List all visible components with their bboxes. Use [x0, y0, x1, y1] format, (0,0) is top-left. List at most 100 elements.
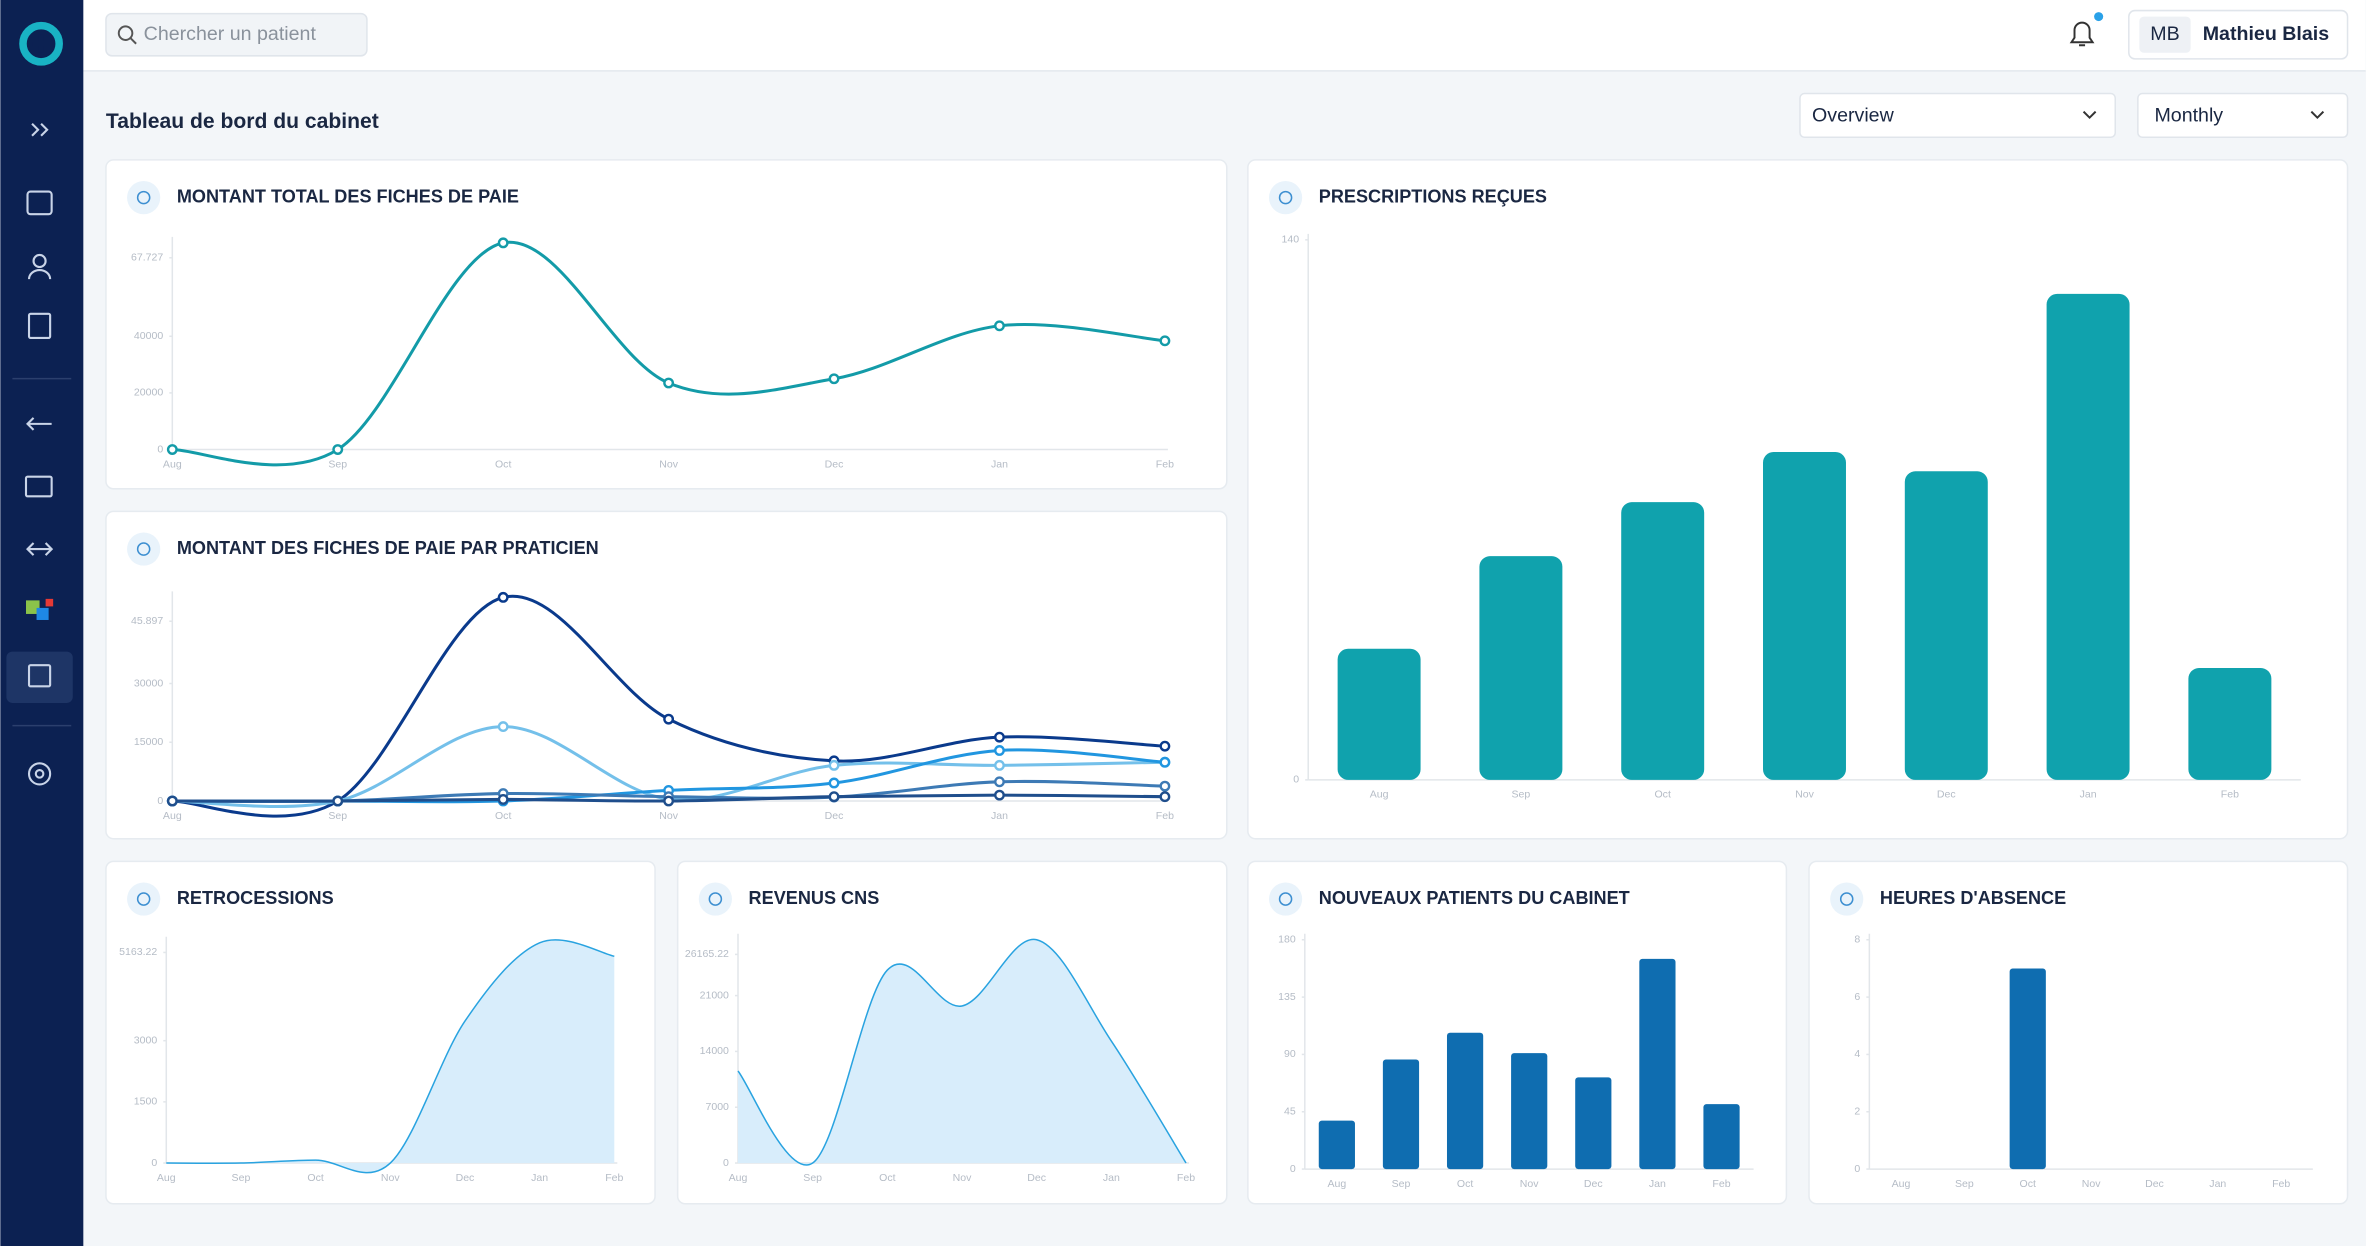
point: [497, 721, 509, 733]
y-tick-label: 30000: [134, 677, 163, 689]
x-tick-label: Aug: [1327, 1178, 1346, 1190]
x-tick-label: Sep: [232, 1172, 251, 1184]
calendar-icon[interactable]: [26, 190, 53, 216]
x-tick-label: Dec: [456, 1172, 475, 1184]
patient-icon: [27, 269, 52, 280]
card-icon: [1830, 882, 1864, 916]
bar: [2188, 668, 2272, 780]
y-tick-label: 67.727: [131, 252, 163, 264]
active-nav[interactable]: [6, 651, 73, 703]
x-tick-label: Aug: [1892, 1178, 1911, 1190]
y-tick-label: 26165.22: [685, 948, 729, 960]
bar: [1904, 471, 1988, 780]
x-tick-label: Oct: [2020, 1178, 2036, 1190]
area-line: [737, 939, 1187, 1166]
x-tick-label: Oct: [495, 458, 511, 470]
search-box[interactable]: [105, 12, 368, 57]
sidebar: [0, 0, 84, 1246]
y-tick-label: 2: [1854, 1106, 1860, 1118]
app-icon: [45, 598, 54, 607]
bar: [1639, 958, 1676, 1170]
card-icon: [136, 542, 151, 556]
page-title: Tableau de bord du cabinet: [106, 110, 379, 133]
point: [166, 795, 178, 807]
x-tick-label: Jan: [2209, 1178, 2226, 1190]
y-tick-label: 90: [1284, 1048, 1296, 1060]
y-tick-label: 0: [157, 443, 163, 455]
point: [1159, 335, 1171, 347]
expand-icon[interactable]: [31, 122, 49, 137]
bar: [1575, 1077, 1612, 1170]
x-tick-label: Jan: [1649, 1178, 1666, 1190]
card: [105, 159, 1228, 490]
point: [994, 759, 1005, 771]
x-tick-label: Nov: [1520, 1178, 1539, 1190]
notification-bell[interactable]: [2069, 21, 2095, 47]
logo: [32, 34, 51, 53]
x-tick-label: Feb: [2272, 1178, 2290, 1190]
transfer-icon[interactable]: [26, 542, 54, 556]
y-tick-label: 14000: [700, 1045, 729, 1057]
area-fill: [738, 939, 1187, 1166]
x-tick-label: Oct: [307, 1172, 323, 1184]
y-tick-label: 8: [1854, 934, 1860, 946]
patient-icon[interactable]: [32, 253, 47, 269]
y-tick-label: 140: [1282, 234, 1300, 246]
point: [1159, 756, 1171, 768]
point: [1159, 780, 1171, 792]
point: [166, 444, 178, 455]
x-tick-label: Jan: [991, 810, 1008, 822]
card-icon: [136, 892, 151, 906]
bar: [1621, 502, 1705, 780]
point: [994, 320, 1005, 332]
card-icon: [127, 532, 161, 566]
point: [497, 237, 509, 249]
x-tick-label: Feb: [1156, 458, 1174, 470]
mail-icon[interactable]: [24, 475, 53, 498]
bar: [1446, 1032, 1484, 1170]
x-tick-label: Feb: [2221, 789, 2239, 801]
y-tick-label: 20000: [134, 387, 163, 399]
x-tick-label: Sep: [328, 458, 347, 470]
bar: [1382, 1059, 1420, 1170]
card-icon: [1839, 892, 1854, 906]
card-title: MONTANT DES FICHES DE PAIE PAR PRATICIEN: [177, 538, 599, 558]
point: [994, 745, 1005, 756]
point: [828, 759, 840, 771]
bar: [2009, 968, 2046, 1170]
period-select-value: Monthly: [2154, 104, 2223, 126]
x-tick-label: Oct: [1457, 1178, 1473, 1190]
y-tick-label: 135: [1278, 991, 1296, 1003]
x-tick-label: Feb: [605, 1172, 623, 1184]
app-icon[interactable]: [26, 600, 40, 614]
chevron: [2082, 110, 2097, 120]
bar: [1511, 1053, 1548, 1170]
settings-icon: [34, 769, 45, 779]
y-tick-label: 0: [723, 1157, 729, 1169]
point: [332, 444, 344, 455]
period-select[interactable]: [2137, 92, 2349, 139]
settings-icon[interactable]: [27, 762, 52, 786]
x-tick-label: Dec: [2145, 1178, 2164, 1190]
point: [828, 791, 840, 803]
y-tick-label: 0: [1854, 1163, 1860, 1175]
y-tick-label: 1500: [134, 1096, 158, 1108]
point: [828, 777, 840, 789]
search-icon: [117, 25, 134, 41]
bar: [1703, 1104, 1740, 1170]
search-placeholder: Chercher un patient: [144, 23, 317, 45]
x-tick-label: Nov: [381, 1172, 400, 1184]
x-tick-label: Dec: [1584, 1178, 1603, 1190]
x-tick-label: Feb: [1712, 1178, 1730, 1190]
card-icon: [1268, 882, 1303, 916]
payments-icon[interactable]: [26, 417, 52, 431]
x-tick-label: Feb: [1156, 810, 1174, 822]
card-title: NOUVEAUX PATIENTS DU CABINET: [1319, 888, 1630, 908]
x-tick-label: Aug: [157, 1172, 176, 1184]
view-select[interactable]: [1799, 92, 2116, 139]
x-tick-label: Dec: [1027, 1172, 1046, 1184]
card-title: RETROCESSIONS: [177, 888, 334, 908]
documents-icon[interactable]: [27, 312, 52, 339]
